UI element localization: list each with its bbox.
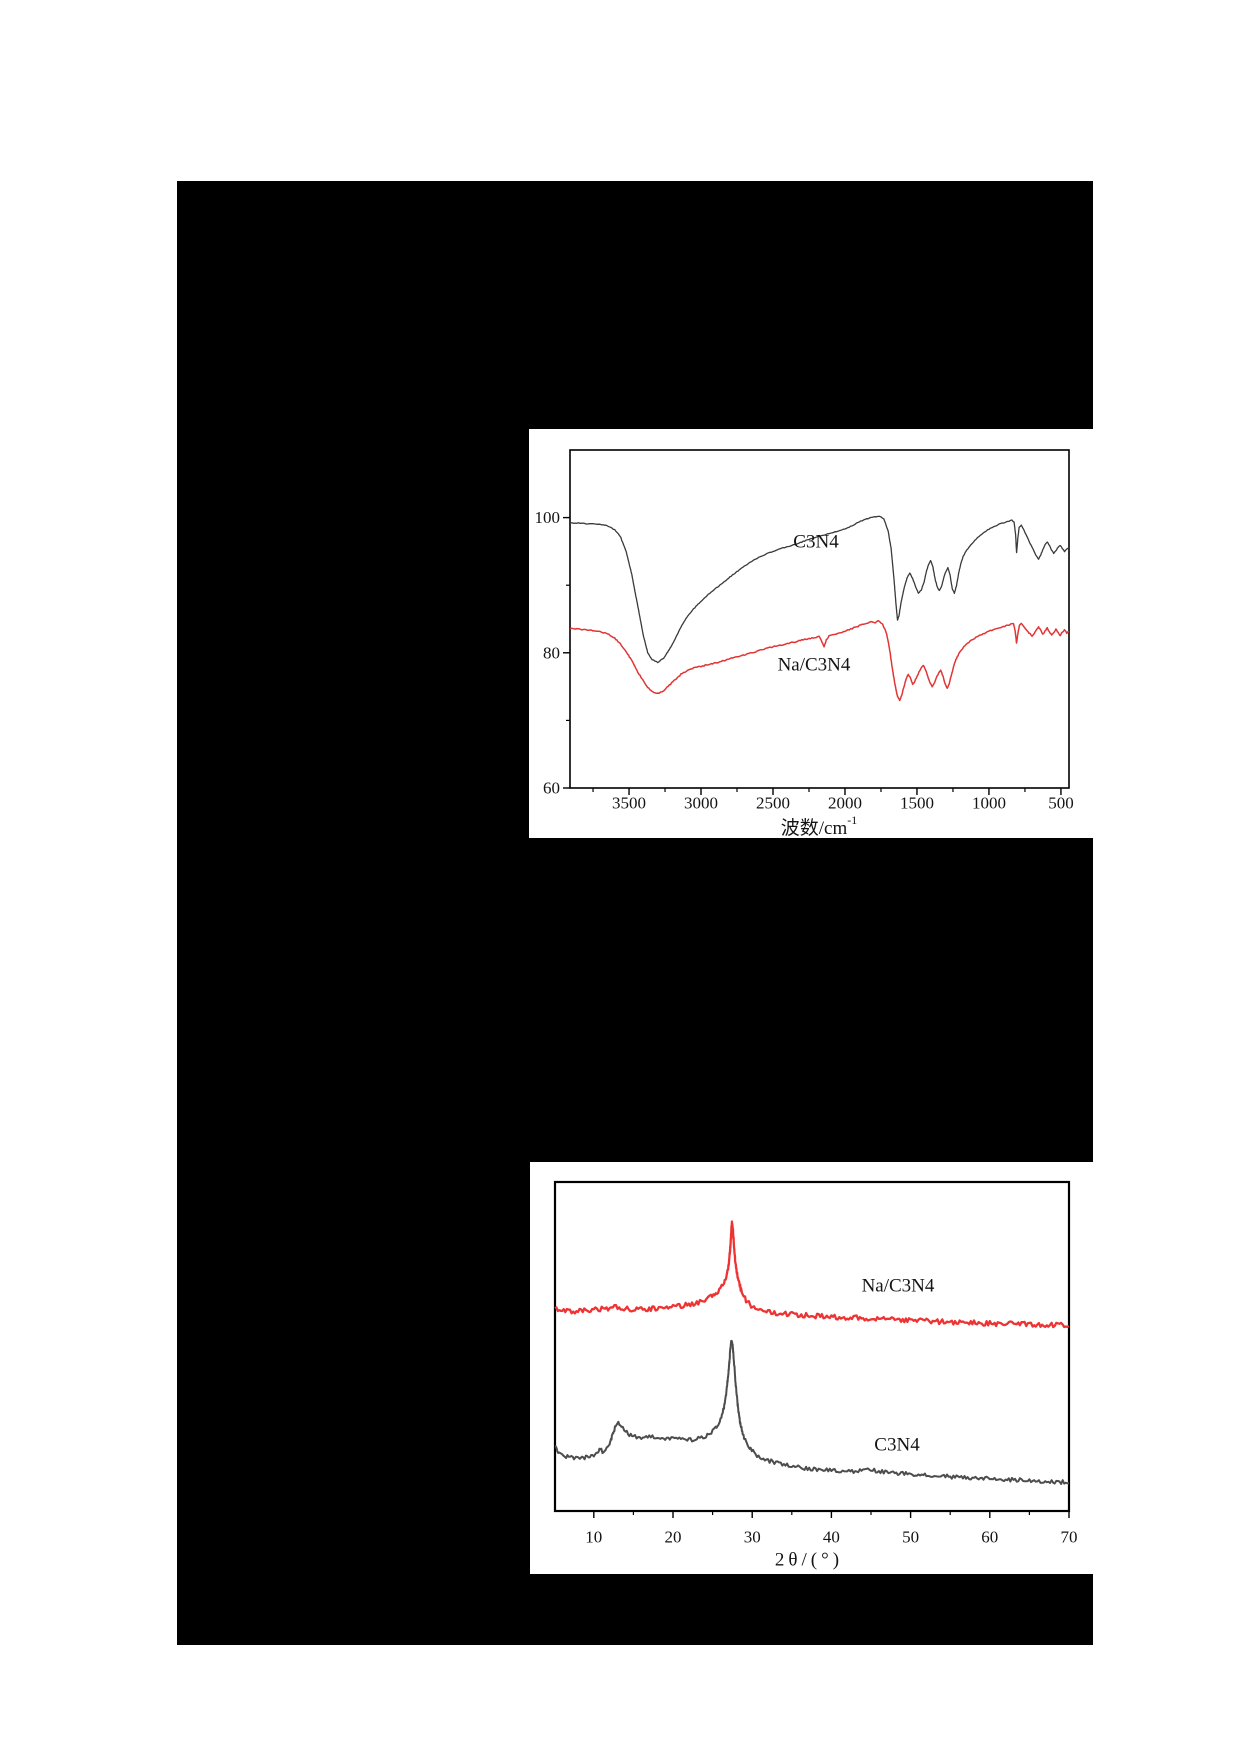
xrd-x-tick-label: 40 (823, 1528, 840, 1547)
ftir-x-tick-label: 2500 (756, 794, 790, 813)
ftir-curve-label-na-c3n4: Na/C3N4 (778, 655, 851, 676)
ftir-x-tick-label: 3500 (612, 794, 646, 813)
xrd-x-tick-label: 20 (665, 1528, 682, 1547)
ftir-y-tick-label: 80 (543, 643, 560, 662)
ftir-x-tick-label: 1000 (972, 794, 1006, 813)
xrd-curve-label-c3n4: C3N4 (874, 1435, 920, 1456)
xrd-x-tick-label: 60 (981, 1528, 998, 1547)
ftir-chart-panel: 3500 3000 2500 2000 1500 1000 500 100 80 60 波数/cm-… (529, 429, 1095, 838)
ftir-curve-label-c3n4: C3N4 (793, 532, 839, 553)
ftir-x-tick-label: 3000 (684, 794, 718, 813)
xrd-curve-na-c3n4 (554, 1220, 1070, 1329)
xrd-curve-label-na-c3n4: Na/C3N4 (862, 1276, 935, 1297)
xrd-x-axis-title: 2θ/(°) (775, 1550, 843, 1571)
ftir-chart: 3500 3000 2500 2000 1500 1000 500 100 80 60 波数/cm-… (535, 449, 1074, 838)
xrd-x-tick-label: 10 (585, 1528, 602, 1547)
ftir-plot-border (569, 449, 1070, 789)
xrd-x-tick-label: 50 (902, 1528, 919, 1547)
figure-black-background: 3500 3000 2500 2000 1500 1000 500 100 80 60 波数/cm-… (177, 181, 1095, 1645)
xrd-chart: 10 20 30 40 50 60 70 2θ/(°) Na/C3N4 C3N4 (553, 1180, 1078, 1571)
xrd-x-tick-label: 70 (1061, 1528, 1078, 1547)
xrd-plot-border (553, 1180, 1071, 1513)
ftir-x-tick-label: 1500 (900, 794, 934, 813)
ftir-y-tick-label: 60 (543, 779, 560, 798)
ftir-curve-na-c3n4 (569, 619, 1070, 702)
ftir-x-axis-title: 波数/cm-1 (781, 813, 858, 838)
ftir-curve-c3n4 (569, 515, 1070, 664)
xrd-x-tick-label: 30 (744, 1528, 761, 1547)
xrd-chart-panel: 10 20 30 40 50 60 70 2θ/(°) Na/C3N4 C3N4 (530, 1162, 1095, 1574)
xrd-curve-c3n4 (554, 1339, 1070, 1485)
ftir-x-tick-label: 500 (1048, 794, 1074, 813)
ftir-y-tick-label: 100 (535, 508, 561, 527)
ftir-x-tick-label: 2000 (828, 794, 862, 813)
